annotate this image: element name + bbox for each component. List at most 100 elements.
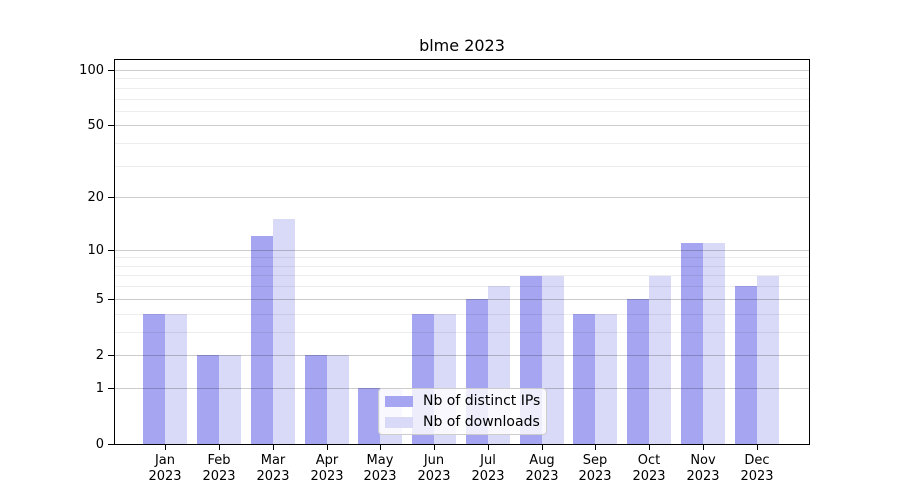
bar-downloads bbox=[326, 355, 349, 444]
y-tick-mark bbox=[108, 197, 114, 198]
y-tick-label: 0 bbox=[95, 437, 104, 452]
legend-swatch-downloads bbox=[385, 416, 413, 428]
y-gridline-minor bbox=[115, 110, 809, 112]
y-tick-label: 20 bbox=[87, 190, 104, 205]
bar-distinct-ips bbox=[627, 298, 650, 444]
x-tick-mark bbox=[434, 445, 435, 450]
bar-downloads bbox=[165, 313, 188, 444]
y-tick-label: 50 bbox=[87, 118, 104, 133]
y-tick-label: 5 bbox=[95, 292, 104, 307]
x-tick-mark bbox=[488, 445, 489, 450]
x-tick-label: Nov 2023 bbox=[672, 453, 734, 485]
year-label: 2023 bbox=[686, 469, 720, 484]
y-gridline-minor bbox=[115, 257, 809, 259]
y-gridline-minor bbox=[115, 98, 809, 100]
x-tick-label: Dec 2023 bbox=[726, 453, 788, 485]
legend-label-distinct-ips: Nb of distinct IPs bbox=[423, 393, 541, 409]
legend-swatch-distinct-ips bbox=[385, 395, 413, 407]
bar-downloads bbox=[272, 219, 295, 444]
chart-title: blme 2023 bbox=[419, 36, 505, 55]
year-label: 2023 bbox=[417, 469, 451, 484]
bar-distinct-ips bbox=[304, 355, 327, 444]
bar-downloads bbox=[541, 275, 564, 444]
x-tick-label: Feb 2023 bbox=[188, 453, 250, 485]
y-tick-label: 2 bbox=[95, 348, 104, 363]
y-gridline-minor bbox=[115, 313, 809, 315]
month-label: May bbox=[366, 453, 394, 468]
year-label: 2023 bbox=[256, 469, 290, 484]
x-tick-label: Sep 2023 bbox=[564, 453, 626, 485]
year-label: 2023 bbox=[578, 469, 612, 484]
year-label: 2023 bbox=[740, 469, 774, 484]
x-tick-label: Mar 2023 bbox=[242, 453, 304, 485]
x-tick-mark bbox=[649, 445, 650, 450]
month-label: Sep bbox=[582, 453, 608, 468]
y-tick-mark bbox=[108, 444, 114, 445]
x-tick-mark bbox=[327, 445, 328, 450]
x-tick-label: Oct 2023 bbox=[618, 453, 680, 485]
y-tick-label: 10 bbox=[87, 243, 104, 258]
x-tick-mark bbox=[595, 445, 596, 450]
plot-area bbox=[114, 59, 810, 445]
month-label: Jun bbox=[423, 453, 445, 468]
x-tick-mark bbox=[380, 445, 381, 450]
bar-distinct-ips bbox=[734, 286, 757, 444]
bar-distinct-ips bbox=[143, 313, 166, 444]
y-gridline-minor bbox=[115, 275, 809, 277]
year-label: 2023 bbox=[202, 469, 236, 484]
x-tick-label: Apr 2023 bbox=[296, 453, 358, 485]
y-tick-mark bbox=[108, 299, 114, 300]
month-label: Apr bbox=[315, 453, 339, 468]
year-label: 2023 bbox=[525, 469, 559, 484]
y-gridline-minor bbox=[115, 143, 809, 145]
y-gridline-major bbox=[115, 298, 809, 300]
y-gridline-major bbox=[115, 197, 809, 199]
y-gridline-minor bbox=[115, 165, 809, 167]
bar-downloads bbox=[703, 242, 725, 444]
bar-distinct-ips bbox=[573, 313, 596, 444]
month-label: Aug bbox=[529, 453, 555, 468]
month-label: Nov bbox=[690, 453, 716, 468]
y-gridline-minor bbox=[115, 78, 809, 80]
y-gridline-major bbox=[115, 354, 809, 356]
bar-distinct-ips bbox=[197, 355, 220, 444]
year-label: 2023 bbox=[310, 469, 344, 484]
y-gridline-minor bbox=[115, 265, 809, 267]
x-tick-mark bbox=[757, 445, 758, 450]
month-label: Jul bbox=[480, 453, 496, 468]
bar-distinct-ips bbox=[358, 387, 381, 444]
year-label: 2023 bbox=[148, 469, 182, 484]
y-tick-mark bbox=[108, 388, 114, 389]
x-tick-label: Jun 2023 bbox=[403, 453, 465, 485]
x-tick-mark bbox=[165, 445, 166, 450]
y-tick-mark bbox=[108, 70, 114, 71]
legend-label-downloads: Nb of downloads bbox=[423, 414, 540, 430]
x-tick-label: May 2023 bbox=[349, 453, 411, 485]
month-label: Mar bbox=[260, 453, 286, 468]
x-tick-mark bbox=[542, 445, 543, 450]
bar-downloads bbox=[219, 355, 242, 444]
bar-downloads bbox=[756, 275, 779, 444]
x-tick-label: Jan 2023 bbox=[134, 453, 196, 485]
y-tick-mark bbox=[108, 355, 114, 356]
month-label: Jan bbox=[154, 453, 176, 468]
y-gridline-major bbox=[115, 125, 809, 127]
y-gridline-major bbox=[115, 249, 809, 251]
bar-distinct-ips bbox=[681, 242, 703, 444]
year-label: 2023 bbox=[363, 469, 397, 484]
bar-distinct-ips bbox=[250, 236, 273, 444]
bar-downloads bbox=[649, 275, 672, 444]
y-gridline-minor bbox=[115, 286, 809, 288]
x-tick-mark bbox=[273, 445, 274, 450]
y-gridline-major bbox=[115, 70, 809, 72]
year-label: 2023 bbox=[471, 469, 505, 484]
y-gridline-minor bbox=[115, 87, 809, 89]
y-tick-mark bbox=[108, 125, 114, 126]
y-tick-mark bbox=[108, 250, 114, 251]
x-tick-mark bbox=[703, 445, 704, 450]
legend-item-downloads: Nb of downloads bbox=[385, 414, 546, 430]
x-tick-mark bbox=[219, 445, 220, 450]
bar-downloads bbox=[595, 313, 618, 444]
y-gridline-minor bbox=[115, 331, 809, 333]
